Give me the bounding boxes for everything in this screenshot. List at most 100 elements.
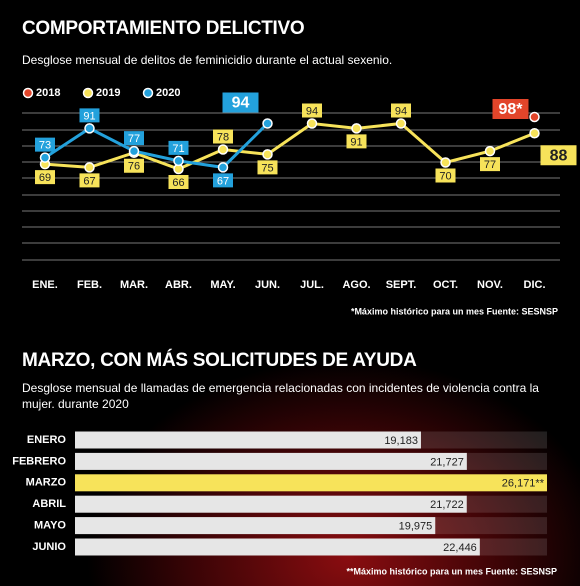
category-label: FEBRERO (12, 455, 66, 467)
footnote: *Máximo histórico para un mes Fuente: SE… (351, 306, 558, 316)
x-tick-label: JUN. (255, 279, 280, 291)
point (39, 152, 51, 163)
point (484, 145, 496, 157)
category-label: MAYO (34, 520, 66, 532)
x-tick-label: NOV. (477, 279, 503, 291)
series-line (44, 122, 269, 169)
value-label: 91 (350, 136, 362, 148)
legend-label: 2019 (96, 87, 120, 99)
value-box (79, 108, 100, 123)
value-label: 77 (484, 159, 496, 171)
bar (75, 517, 436, 535)
value-label: 77 (128, 133, 140, 145)
value-label: 71 (172, 143, 184, 155)
x-tick-label: ABR. (165, 279, 192, 291)
value-label: 22,446 (443, 542, 477, 554)
value-box (346, 134, 367, 149)
value-box (35, 137, 55, 152)
chart-title: MARZO, CON MÁS SOLICITUDES DE AYUDA (22, 350, 417, 371)
value-box (435, 168, 456, 183)
x-tick-label: AGO. (342, 279, 370, 291)
x-tick-label: FEB. (77, 279, 102, 291)
value-box (79, 173, 100, 188)
value-label: 19,183 (384, 435, 418, 447)
value-box (124, 131, 144, 146)
point (262, 149, 273, 160)
value-box (168, 140, 189, 155)
chart-subtitle: Desglose mensual de llamadas de emergenc… (22, 381, 539, 411)
value-box (480, 157, 500, 172)
value-box (168, 175, 189, 189)
point (529, 128, 540, 139)
point (217, 162, 229, 173)
value-label: 88 (550, 147, 568, 164)
legend-marker (82, 87, 94, 99)
x-tick-label: SEPT. (386, 279, 417, 291)
value-label: 26,171** (502, 478, 545, 490)
value-box (213, 129, 233, 144)
x-tick-label: JUL. (300, 279, 324, 291)
value-label: 67 (83, 175, 95, 187)
chart-subtitle: Desglose mensual de delitos de feminicid… (22, 53, 393, 67)
value-box (35, 170, 55, 185)
value-label: 70 (439, 170, 451, 182)
point (217, 144, 229, 155)
point (128, 145, 140, 157)
value-label: 67 (217, 175, 229, 187)
chart-title: COMPORTAMIENTO DELICTIVO (22, 18, 305, 39)
bar (75, 495, 467, 513)
grid (22, 112, 560, 261)
x-tick-label: DIC. (524, 279, 546, 291)
value-label: 91 (83, 110, 95, 122)
value-box (222, 92, 259, 113)
value-box (257, 160, 278, 175)
point (306, 118, 318, 129)
x-tick-label: ENE. (32, 279, 58, 291)
point (84, 162, 95, 173)
point (84, 123, 95, 134)
category-label: JUNIO (32, 541, 66, 553)
value-box (124, 158, 144, 173)
x-tick-label: MAY. (210, 279, 235, 291)
value-box (492, 99, 529, 119)
category-label: ENERO (27, 434, 67, 446)
value-box (302, 103, 322, 118)
value-label: 94 (395, 105, 407, 117)
value-label: 19,975 (399, 521, 433, 533)
value-label: 94 (306, 105, 318, 117)
category-label: ABRIL (32, 498, 66, 510)
category-label: MARZO (26, 477, 67, 489)
value-box (540, 145, 577, 166)
point (262, 118, 273, 129)
point (440, 157, 451, 168)
footnote: **Máximo histórico para un mes Fuente: S… (346, 566, 557, 576)
legend-marker (142, 87, 154, 99)
value-label: 21,727 (430, 456, 464, 468)
series-line (44, 121, 536, 171)
value-label: 78 (217, 131, 229, 143)
point (395, 118, 407, 129)
value-label: 76 (128, 161, 140, 173)
value-box (213, 173, 233, 188)
legend-marker (22, 87, 34, 99)
value-label: 98* (498, 101, 523, 118)
value-label: 21,722 (430, 499, 464, 511)
bar (75, 452, 467, 470)
value-label: 69 (39, 172, 51, 184)
bar (75, 474, 547, 492)
value-label: 73 (39, 140, 51, 152)
legend-label: 2018 (36, 87, 60, 99)
legend-label: 2020 (156, 87, 180, 99)
x-tick-label: MAR. (120, 279, 148, 291)
bar (75, 538, 480, 556)
value-label: 66 (172, 177, 184, 189)
bar (75, 431, 421, 449)
x-tick-label: OCT. (433, 279, 458, 291)
value-box (391, 103, 411, 118)
point (529, 111, 540, 123)
value-label: 75 (261, 162, 273, 174)
point (351, 123, 362, 134)
point (173, 155, 184, 167)
